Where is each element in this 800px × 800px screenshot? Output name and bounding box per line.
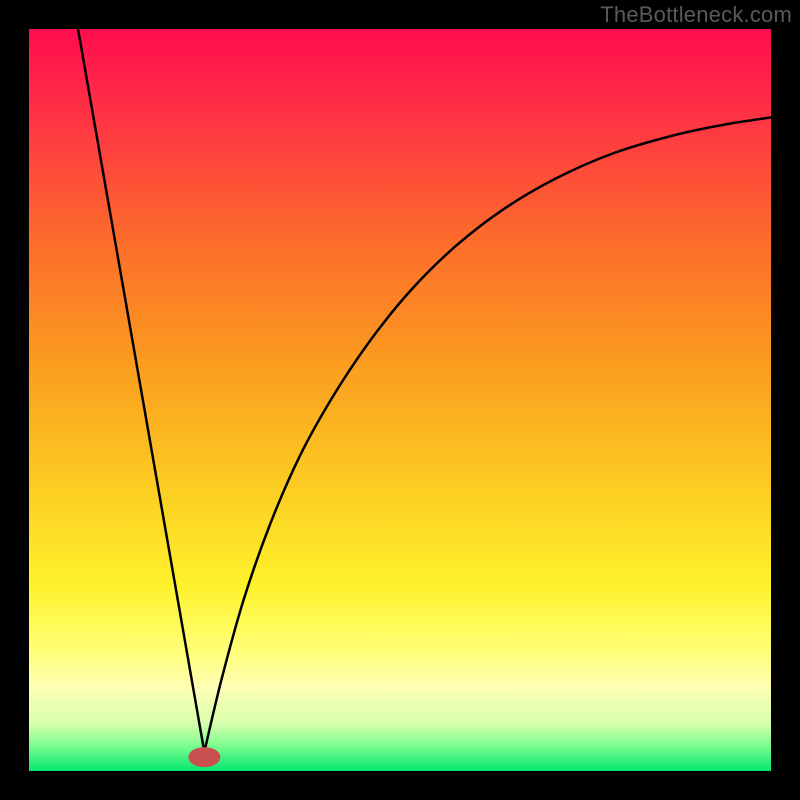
minimum-marker: [188, 747, 220, 767]
chart-container: TheBottleneck.com: [0, 0, 800, 800]
chart-svg: [0, 0, 800, 800]
